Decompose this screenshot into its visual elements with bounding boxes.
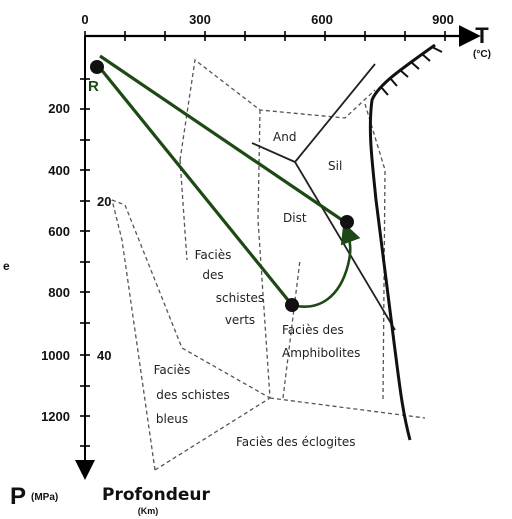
facies-amphibolites-1: Faciès des bbox=[282, 323, 344, 337]
t-axis-unit: (°C) bbox=[473, 49, 491, 60]
facies-schistes-verts-3: schistes bbox=[216, 291, 264, 305]
solidus-hatch bbox=[380, 46, 443, 96]
field-sil: Sil bbox=[328, 159, 342, 173]
t-axis-symbol: T bbox=[475, 23, 489, 48]
p-tick-600: 600 bbox=[48, 224, 70, 239]
facies-schistes-bleus-1: Faciès bbox=[154, 363, 191, 377]
facies-schistes-verts-1: Faciès bbox=[195, 248, 232, 262]
p-tick-800: 800 bbox=[48, 285, 70, 300]
field-and: And bbox=[273, 130, 296, 144]
depth-tick-40: 40 bbox=[97, 348, 111, 363]
point-peak-pressure bbox=[285, 298, 299, 312]
facies-schistes-verts-2: des bbox=[202, 268, 223, 282]
t-axis-ticks bbox=[84, 31, 446, 41]
facies-schistes-verts-4: verts bbox=[225, 313, 255, 327]
side-mark: e bbox=[3, 259, 10, 273]
depth-axis-label: Profondeur bbox=[102, 485, 211, 505]
pt-path-prograde-lower bbox=[98, 66, 294, 307]
facies-amphibolites-2: Amphibolites bbox=[282, 346, 360, 360]
t-tick-900: 900 bbox=[432, 12, 454, 27]
pt-path-prograde-upper bbox=[99, 54, 346, 224]
point-r-label: R bbox=[88, 78, 99, 95]
facies-schistes-bleus-3: bleus bbox=[156, 412, 188, 426]
point-peak-temperature bbox=[340, 215, 354, 229]
alumino-silicate-lines bbox=[251, 63, 396, 331]
facies-boundaries bbox=[111, 58, 426, 471]
p-axis-unit: (MPa) bbox=[31, 492, 58, 503]
depth-axis-unit: (Km) bbox=[138, 506, 159, 516]
point-r bbox=[90, 60, 104, 74]
field-dist: Dist bbox=[283, 211, 307, 225]
solidus-line bbox=[368, 43, 436, 441]
facies-schistes-bleus-2: des schistes bbox=[156, 388, 229, 402]
facies-eclogites: Faciès des éclogites bbox=[236, 435, 356, 449]
p-tick-200: 200 bbox=[48, 101, 70, 116]
pt-path-loop bbox=[291, 222, 361, 308]
t-tick-300: 300 bbox=[189, 12, 211, 27]
p-tick-1200: 1200 bbox=[41, 409, 70, 424]
t-tick-600: 600 bbox=[311, 12, 333, 27]
p-axis-ticks bbox=[80, 78, 90, 447]
p-axis-symbol: P bbox=[10, 483, 26, 510]
depth-tick-20: 20 bbox=[97, 194, 111, 209]
p-tick-400: 400 bbox=[48, 163, 70, 178]
t-tick-0: 0 bbox=[81, 12, 88, 27]
p-tick-1000: 1000 bbox=[41, 348, 70, 363]
